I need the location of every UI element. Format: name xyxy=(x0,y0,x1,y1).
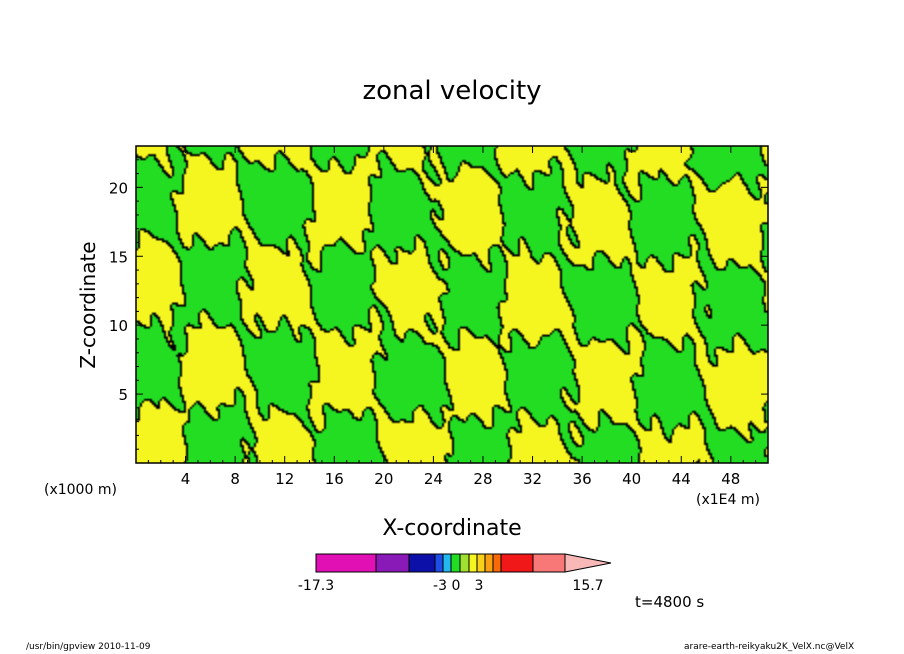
x-tick-label: 4 xyxy=(181,470,191,488)
y-axis-label: Z-coordinate xyxy=(76,241,100,369)
colorbar-segment xyxy=(434,553,444,573)
x-tick-label: 28 xyxy=(473,470,492,488)
contour-field xyxy=(136,146,768,463)
colorbar-label: 15.7 xyxy=(572,578,603,594)
time-label: t=4800 s xyxy=(635,593,705,611)
x-axis-label: X-coordinate xyxy=(382,516,522,541)
footer-left: /usr/bin/gpview 2010-11-09 xyxy=(26,642,151,652)
colorbar-segment xyxy=(375,553,410,573)
x-tick-label: 32 xyxy=(523,470,542,488)
colorbar-segment xyxy=(459,553,470,573)
colorbar-segment xyxy=(532,553,566,573)
footer-right: arare-earth-reikyaku2K_VelX.nc@VelX xyxy=(684,642,855,652)
colorbar-label: 0 xyxy=(452,578,461,594)
colorbar-segment xyxy=(468,553,478,573)
colorbar-segment xyxy=(408,553,436,573)
x-axis-unit: (x1E4 m) xyxy=(696,492,760,508)
colorbar-label: 3 xyxy=(475,578,484,594)
y-tick-label: 20 xyxy=(109,179,128,197)
x-tick-label: 44 xyxy=(672,470,691,488)
colorbar-segment xyxy=(492,553,502,573)
x-tick-label: 16 xyxy=(325,470,344,488)
y-tick-label: 5 xyxy=(118,386,128,404)
y-tick-label: 10 xyxy=(109,317,128,335)
x-tick-label: 40 xyxy=(622,470,641,488)
x-tick-label: 20 xyxy=(374,470,393,488)
colorbar-extend-arrow xyxy=(564,553,612,573)
y-axis-unit: (x1000 m) xyxy=(44,482,117,498)
colorbar-segment xyxy=(315,553,377,573)
x-tick-label: 36 xyxy=(573,470,592,488)
colorbar-segment xyxy=(476,553,486,573)
colorbar-segment xyxy=(450,553,461,573)
colorbar-label: -17.3 xyxy=(298,578,334,594)
colorbar-segment xyxy=(442,553,452,573)
plot-frame xyxy=(135,145,769,464)
x-tick-label: 8 xyxy=(230,470,240,488)
colorbar-label: -3 xyxy=(433,578,447,594)
colorbar-segment xyxy=(500,553,534,573)
colorbar-segment xyxy=(484,553,494,573)
y-tick-label: 15 xyxy=(109,248,128,266)
x-tick-label: 24 xyxy=(424,470,443,488)
x-tick-label: 48 xyxy=(721,470,740,488)
chart-title: zonal velocity xyxy=(362,76,542,106)
x-tick-label: 12 xyxy=(275,470,294,488)
